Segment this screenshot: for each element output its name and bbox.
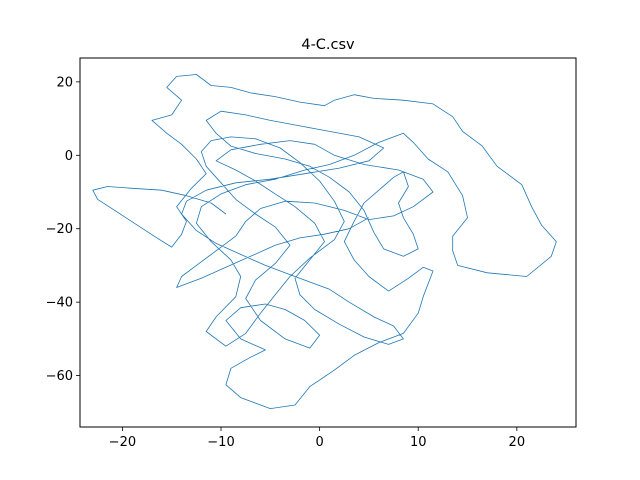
- y-tick-label: −60: [46, 369, 73, 384]
- series-line-0: [92, 74, 557, 409]
- plot-area: [92, 74, 557, 409]
- x-tick-label: 20: [509, 435, 526, 450]
- y-tick-label: −40: [46, 296, 73, 311]
- x-axis: −20 −10 0 10 20: [109, 427, 525, 450]
- x-tick-label: 0: [315, 435, 323, 450]
- y-axis: 20 0 −20 −40 −60: [46, 75, 80, 384]
- chart-title: 4-C.csv: [301, 37, 355, 53]
- x-tick-label: −10: [207, 435, 234, 450]
- y-tick-label: 0: [65, 149, 73, 164]
- x-tick-label: 10: [410, 435, 427, 450]
- axes-frame: [79, 57, 577, 428]
- y-tick-label: −20: [46, 222, 73, 237]
- x-tick-label: −20: [109, 435, 136, 450]
- y-tick-label: 20: [56, 75, 73, 90]
